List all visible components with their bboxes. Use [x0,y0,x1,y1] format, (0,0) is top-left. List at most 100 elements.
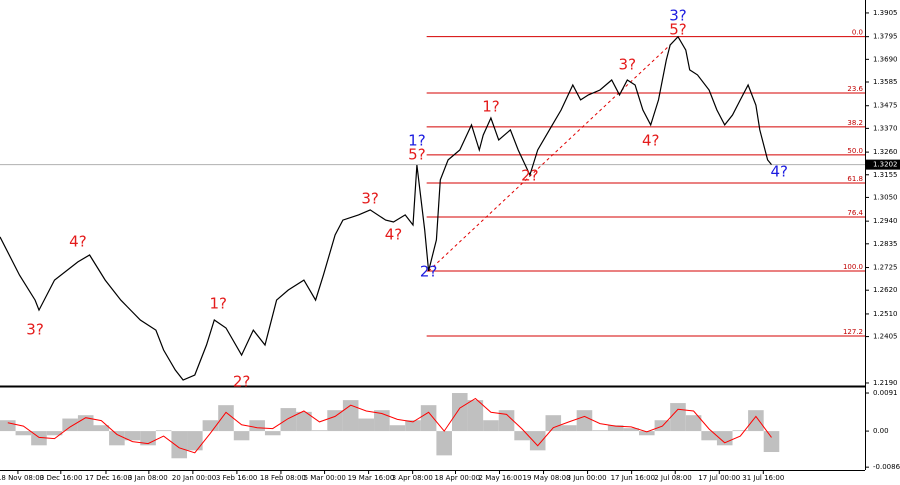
histogram-bar [296,411,312,432]
y-tick-label: 1.2510 [873,310,898,318]
x-tick-label: 3 Jan 08:00 [128,474,168,482]
histogram-bar [62,418,78,432]
histogram-bar [249,420,265,432]
wave-label: 3? [619,55,637,73]
histogram-bar [748,410,764,432]
y-tick-label: 0.0091 [873,389,898,397]
histogram-bar [311,430,328,432]
y-tick-label: 1.2620 [873,286,898,294]
fib-label: 50.0 [847,147,863,155]
histogram-bar [561,425,577,432]
y-tick-label: 0.00 [873,427,889,435]
wave-label: 4? [771,162,789,180]
signal-line [7,397,772,454]
y-tick-label: 1.2835 [873,240,898,248]
histogram-bar [264,431,281,436]
wave-label: 1? [408,131,426,149]
x-tick-label: 19 May 08:00 [523,474,571,482]
price-line [0,35,772,381]
x-tick-label: 18 Feb 08:00 [260,474,306,482]
x-tick-label: 3 Feb 16:00 [216,474,257,482]
x-tick-label: 17 Jul 00:00 [698,474,740,482]
histogram-bar [171,431,188,459]
histogram-bar [124,431,141,441]
fib-label: 38.2 [847,119,863,127]
wave-label: 3? [26,321,44,339]
wave-label: 2? [420,263,438,281]
histogram-bar [93,425,110,432]
y-tick-label: 1.2405 [873,333,898,341]
histogram-bar [109,431,125,446]
histogram-bar [187,431,203,451]
y-tick-label: 1.2940 [873,217,898,225]
y-tick-label: 1.3260 [873,148,898,156]
histogram-bar [483,420,499,432]
wave-label: 3? [361,189,379,207]
histogram-bar [670,403,686,432]
histogram-bar [218,405,234,432]
y-tick-label: 1.3155 [873,171,898,179]
wave-label: 5? [408,145,426,163]
histogram-bar [405,420,421,432]
histogram-bar [592,430,608,432]
fib-label: 127.2 [843,328,863,336]
y-tick-label: 1.2725 [873,264,898,272]
y-tick-label: 1.3370 [873,124,898,132]
histogram-bar [763,431,780,453]
wave-label: 1? [482,98,500,116]
histogram-bar [732,430,749,432]
wave-label: 2? [521,167,539,185]
histogram-bar [451,393,468,432]
histogram-bar [623,428,640,432]
x-tick-label: 3 Dec 16:00 [40,474,83,482]
x-tick-label: 5 Mar 00:00 [304,474,346,482]
histogram-bar [639,431,655,436]
histogram-bar [716,431,733,446]
histogram-bar [358,418,375,432]
x-tick-label: 3 Jun 00:00 [567,474,607,482]
histogram-bar [607,425,624,432]
last-price-box [866,159,900,170]
fib-label: 61.8 [847,175,863,183]
y-tick-label: 1.3585 [873,78,898,86]
y-tick-label: -0.00862 [873,463,900,471]
histogram-bar [233,431,250,441]
fib-label: 100.0 [843,263,863,271]
histogram-bar [420,405,437,432]
histogram-bar [436,431,452,456]
histogram-bar [514,431,530,441]
histogram-bar [280,408,297,432]
y-tick-label: 1.3690 [873,55,898,63]
histogram-bar [498,410,515,432]
x-tick-label: 17 Dec 16:00 [85,474,132,482]
histogram-bar [15,431,32,436]
fib-label: 76.4 [847,209,863,217]
y-tick-label: 1.3795 [873,33,898,41]
histogram-bar [529,431,546,451]
histogram-bar [467,400,484,432]
x-tick-label: 3 Apr 08:00 [392,474,433,482]
y-tick-label: 1.3905 [873,9,898,17]
y-tick-label: 1.3475 [873,102,898,110]
histogram-bar [155,430,172,432]
y-tick-label: 1.2190 [873,379,898,387]
trend-line [428,44,671,272]
x-tick-label: 2 Jul 08:00 [654,474,692,482]
histogram-bar [77,415,94,432]
histogram-bar [0,420,16,432]
wave-label: 5? [669,20,687,38]
x-tick-label: 18 Nov 08:00 [0,474,44,482]
wave-label: 3? [669,6,687,24]
histogram-bar [202,420,219,432]
last-price-label: 1.3202 [873,161,898,169]
y-tick-label: 1.3050 [873,193,898,201]
wave-label: 1? [209,295,227,313]
histogram-bar [389,425,406,432]
histogram-bar [685,415,702,432]
x-tick-label: 20 Jan 00:00 [172,474,216,482]
x-tick-label: 19 Mar 16:00 [348,474,395,482]
x-tick-label: 18 Apr 00:00 [434,474,480,482]
